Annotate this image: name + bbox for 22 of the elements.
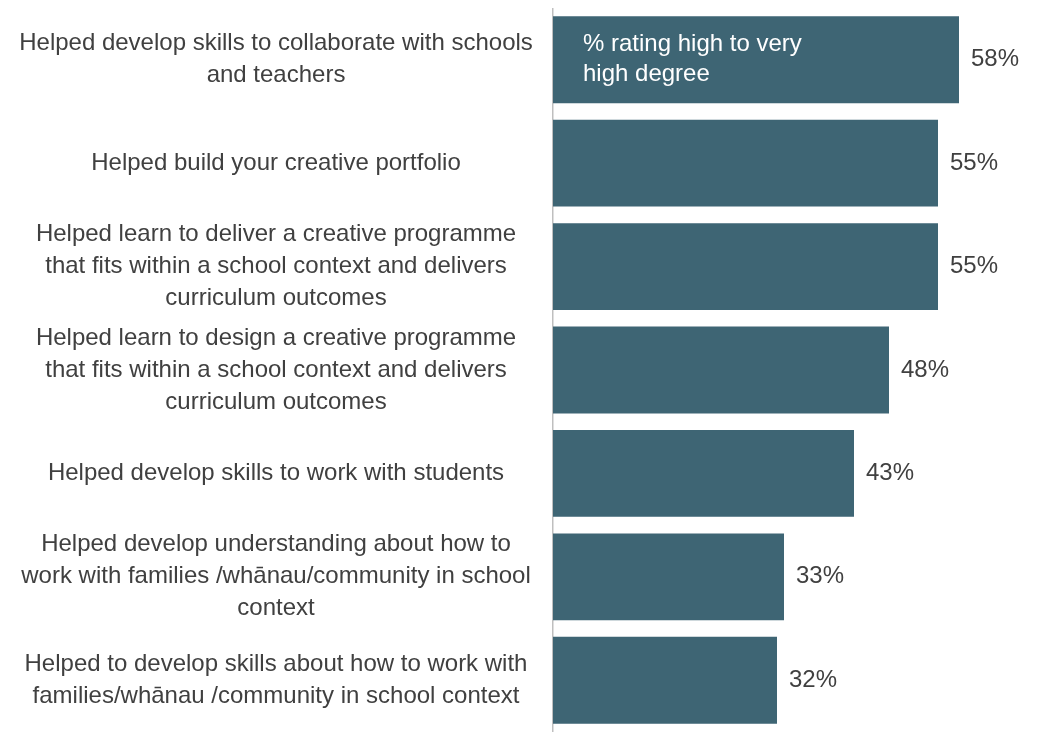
data-label: 55% [950, 147, 999, 175]
y-tick-label: Helped to develop skills about how to work with families/whānau /community in school context [24, 648, 528, 708]
y-tick-label: Helped develop skills to work with students [47, 458, 505, 486]
y-tick-label: Helped build your creative portfolio [91, 147, 461, 175]
data-label: 43% [866, 458, 915, 486]
bar [553, 326, 889, 414]
bar [553, 16, 959, 104]
data-label: 33% [796, 561, 845, 589]
bar [553, 119, 938, 207]
series-label: % rating high to very high degree [583, 29, 802, 87]
data-label: 55% [950, 251, 999, 279]
data-label: 48% [901, 354, 950, 382]
y-tick-label: Helped develop skills to collaborate with schools and teachers [19, 28, 533, 88]
data-label: 32% [789, 664, 838, 692]
y-tick-label: Helped learn to design a creative programme that fits within a school context and delivers curriculum outcomes [35, 322, 517, 414]
y-tick-label: Helped develop understanding about how to work with families /whānau/community in school context [20, 529, 531, 621]
bar [553, 429, 854, 517]
y-tick-label: Helped learn to deliver a creative programme that fits within a school context and delivers curriculum outcomes [35, 219, 517, 311]
bar [553, 223, 938, 311]
bar [553, 533, 784, 621]
bar [553, 636, 777, 724]
data-label: 58% [971, 44, 1020, 72]
